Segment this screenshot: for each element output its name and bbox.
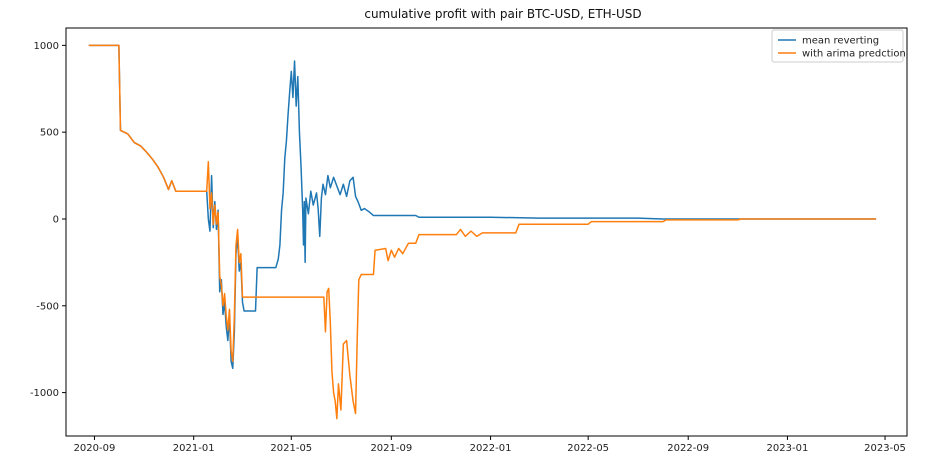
y-tick-label: 1000 <box>34 41 59 52</box>
x-tick-label: 2021-09 <box>370 443 412 454</box>
chart-title: cumulative profit with pair BTC-USD, ETH… <box>364 7 641 21</box>
axes: 2020-09 2021-01 2021-05 2021-09 2022-01 2022-… <box>30 27 908 454</box>
y-tick-label: 500 <box>40 128 59 139</box>
x-tick-label: 2022-09 <box>667 443 709 454</box>
series-line-1 <box>88 44 877 370</box>
legend-label-1: mean reverting <box>802 36 879 47</box>
x-tick-label: 2021-01 <box>173 443 215 454</box>
plot-area <box>88 44 877 420</box>
legend-box <box>771 29 904 63</box>
y-tick-label: 0 <box>53 214 59 225</box>
legend: mean reverting with arima predction <box>771 29 906 63</box>
x-tick-label: 2020-09 <box>74 443 116 454</box>
y-tick-label: -1000 <box>30 388 59 399</box>
x-tick-label: 2023-01 <box>767 443 809 454</box>
x-tick-label: 2022-05 <box>567 443 609 454</box>
x-tick-label: 2023-05 <box>864 443 906 454</box>
x-tick-label: 2022-01 <box>470 443 512 454</box>
plot-frame <box>65 27 908 437</box>
legend-label-2: with arima predction <box>802 49 906 60</box>
series-line-2 <box>88 44 877 420</box>
y-tick-label: -500 <box>36 301 59 312</box>
x-tick-label: 2021-05 <box>270 443 312 454</box>
